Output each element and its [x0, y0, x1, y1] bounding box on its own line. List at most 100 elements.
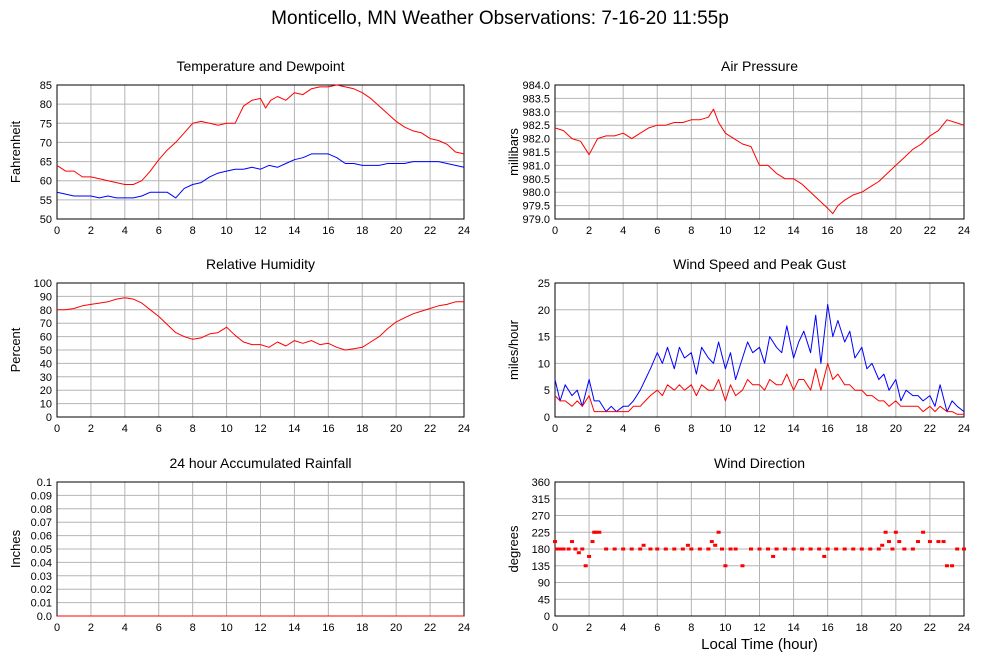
y-tick-label: 225 [532, 527, 550, 539]
data-point [915, 540, 920, 544]
y-tick-label: 60 [40, 176, 52, 188]
y-tick-label: 0 [544, 611, 550, 623]
series-line [56, 153, 465, 199]
data-point [800, 547, 805, 551]
x-tick-label: 24 [458, 423, 470, 435]
x-tick-label: 20 [390, 423, 402, 435]
x-tick-label: 22 [424, 622, 436, 634]
y-tick-label: 80 [40, 305, 52, 317]
data-point [604, 547, 609, 551]
x-tick-label: 18 [356, 622, 368, 634]
x-tick-label: 16 [822, 423, 834, 435]
chart-title: 24 hour Accumulated Rainfall [169, 455, 351, 471]
x-axis-caption: Local Time (hour) [701, 636, 818, 653]
x-tick-label: 24 [958, 423, 970, 435]
y-tick-label: 20 [538, 305, 550, 317]
y-tick-label: 0.08 [31, 504, 52, 516]
y-tick-label: 30 [40, 372, 52, 384]
x-tick-label: 14 [787, 225, 799, 237]
data-point [558, 547, 563, 551]
x-tick-label: 2 [586, 225, 592, 237]
data-point [685, 543, 690, 547]
series-line [57, 297, 464, 351]
data-point [713, 543, 718, 547]
y-tick-label: 70 [40, 137, 52, 149]
data-point [709, 540, 714, 544]
x-tick-label: 4 [620, 622, 626, 634]
data-point [851, 547, 856, 551]
x-tick-label: 18 [856, 423, 868, 435]
data-point [876, 547, 881, 551]
x-tick-label: 0 [54, 622, 60, 634]
data-point [880, 543, 885, 547]
data-point [955, 547, 960, 551]
y-tick-label: 50 [40, 345, 52, 357]
y-tick-label: 360 [532, 477, 550, 489]
y-tick-label: 5 [544, 385, 550, 397]
data-point [587, 554, 592, 558]
y-tick-label: 0 [544, 412, 550, 424]
y-tick-label: 0.1 [37, 477, 52, 489]
data-point [897, 540, 902, 544]
x-tick-label: 2 [88, 423, 94, 435]
y-tick-label: 0.09 [31, 490, 52, 502]
data-point [883, 530, 888, 534]
y-tick-label: 85 [40, 80, 52, 92]
x-tick-label: 24 [958, 225, 970, 237]
data-point [720, 547, 725, 551]
data-point [561, 547, 566, 551]
data-point [868, 547, 873, 551]
x-tick-label: 22 [424, 225, 436, 237]
x-tick-label: 6 [156, 423, 162, 435]
data-point [791, 547, 796, 551]
x-tick-label: 0 [552, 423, 558, 435]
x-tick-label: 10 [719, 225, 731, 237]
y-tick-label: 50 [40, 214, 52, 226]
y-tick-label: 0.03 [31, 571, 52, 583]
data-point [655, 547, 660, 551]
x-tick-label: 6 [654, 423, 660, 435]
data-point [859, 547, 864, 551]
x-tick-label: 20 [390, 225, 402, 237]
x-tick-label: 16 [322, 622, 334, 634]
y-tick-label: 180 [532, 544, 550, 556]
data-point [748, 547, 753, 551]
data-point [808, 547, 813, 551]
data-point [612, 547, 617, 551]
y-tick-label: 981.0 [522, 160, 550, 172]
x-tick-label: 4 [122, 622, 128, 634]
data-point [944, 564, 949, 568]
y-tick-label: 20 [40, 385, 52, 397]
x-tick-label: 18 [356, 423, 368, 435]
data-point [962, 547, 966, 551]
data-point [817, 547, 822, 551]
data-point [822, 554, 827, 558]
data-point [950, 564, 955, 568]
data-point [902, 547, 907, 551]
x-tick-label: 6 [654, 622, 660, 634]
y-tick-label: 979.0 [522, 214, 550, 226]
x-tick-label: 4 [620, 423, 626, 435]
x-tick-label: 6 [156, 225, 162, 237]
x-tick-label: 0 [552, 225, 558, 237]
data-point [621, 547, 626, 551]
x-tick-label: 2 [586, 423, 592, 435]
y-tick-label: 984.0 [522, 80, 550, 92]
x-tick-label: 16 [822, 225, 834, 237]
x-tick-label: 20 [890, 622, 902, 634]
data-point [663, 547, 668, 551]
data-point [716, 530, 721, 534]
data-point [576, 551, 581, 555]
y-tick-label: 981.5 [522, 147, 550, 159]
plot-frame [554, 282, 965, 418]
data-point [936, 540, 941, 544]
x-tick-label: 20 [890, 423, 902, 435]
y-tick-label: 10 [40, 399, 52, 411]
data-point [583, 564, 588, 568]
data-point [757, 547, 762, 551]
data-point [893, 530, 898, 534]
x-tick-label: 16 [322, 423, 334, 435]
